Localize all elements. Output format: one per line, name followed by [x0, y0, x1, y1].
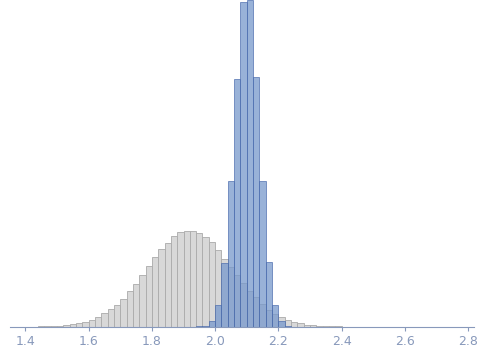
- Bar: [183, 232, 190, 327]
- Bar: [133, 284, 139, 327]
- Bar: [196, 233, 202, 327]
- Bar: [234, 79, 241, 327]
- Bar: [285, 326, 291, 327]
- Bar: [146, 266, 152, 327]
- Bar: [272, 314, 278, 327]
- Bar: [228, 267, 234, 327]
- Bar: [51, 326, 57, 327]
- Bar: [152, 257, 158, 327]
- Bar: [215, 250, 222, 327]
- Bar: [316, 326, 323, 327]
- Bar: [70, 325, 76, 327]
- Bar: [323, 326, 329, 327]
- Bar: [285, 319, 291, 327]
- Bar: [266, 310, 272, 327]
- Bar: [95, 317, 101, 327]
- Bar: [215, 305, 222, 327]
- Bar: [234, 276, 241, 327]
- Bar: [253, 77, 259, 327]
- Bar: [278, 321, 285, 327]
- Bar: [127, 291, 133, 327]
- Bar: [89, 320, 95, 327]
- Bar: [190, 231, 196, 327]
- Bar: [303, 325, 310, 327]
- Bar: [259, 181, 266, 327]
- Bar: [82, 322, 89, 327]
- Bar: [228, 181, 234, 327]
- Bar: [209, 242, 215, 327]
- Bar: [253, 297, 259, 327]
- Bar: [177, 232, 183, 327]
- Bar: [329, 326, 335, 327]
- Bar: [222, 263, 228, 327]
- Bar: [222, 259, 228, 327]
- Bar: [266, 262, 272, 327]
- Bar: [57, 326, 63, 327]
- Bar: [63, 325, 70, 327]
- Bar: [171, 236, 177, 327]
- Bar: [101, 313, 107, 327]
- Bar: [165, 242, 171, 327]
- Bar: [291, 322, 297, 327]
- Bar: [278, 317, 285, 327]
- Bar: [114, 305, 121, 327]
- Bar: [209, 321, 215, 327]
- Bar: [241, 284, 247, 327]
- Bar: [107, 309, 114, 327]
- Bar: [139, 275, 146, 327]
- Bar: [202, 237, 209, 327]
- Bar: [310, 325, 316, 327]
- Bar: [158, 249, 165, 327]
- Bar: [202, 326, 209, 327]
- Bar: [241, 2, 247, 327]
- Bar: [272, 305, 278, 327]
- Bar: [259, 303, 266, 327]
- Bar: [297, 323, 303, 327]
- Bar: [247, 0, 253, 327]
- Bar: [76, 323, 82, 327]
- Bar: [247, 291, 253, 327]
- Bar: [121, 299, 127, 327]
